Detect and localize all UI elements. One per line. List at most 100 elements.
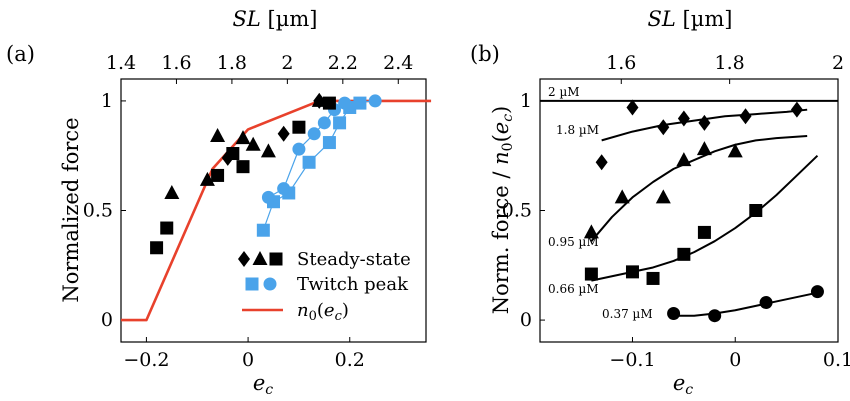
twitch-peak-point bbox=[261, 190, 275, 204]
concentration-point bbox=[759, 296, 773, 310]
curve-label: 0.66 µM bbox=[548, 282, 599, 296]
legend-blue-square-marker bbox=[245, 277, 259, 291]
svg-text:ec: ec bbox=[253, 371, 273, 398]
twitch-peak-point bbox=[333, 116, 347, 130]
panel-a-x-tick-label: 0.2 bbox=[335, 349, 365, 371]
steady-state-point bbox=[245, 136, 261, 151]
legend-triangle-marker bbox=[252, 251, 268, 265]
legend-n0-label: n0(ec) bbox=[297, 300, 349, 324]
panel-b-top-axis-title: SL [µm] bbox=[648, 7, 733, 31]
concentration-point bbox=[655, 189, 671, 204]
concentration-point bbox=[739, 108, 752, 125]
concentration-point bbox=[646, 271, 660, 285]
concentration-point bbox=[749, 204, 763, 217]
steady-state-point bbox=[210, 127, 226, 142]
concentration-point bbox=[810, 285, 824, 299]
concentration-point bbox=[708, 309, 722, 323]
panel-b: (b) SL [µm] ec Norm. force / n0(ec) −0.1… bbox=[470, 7, 850, 398]
panel-a-top-tick-label: 1.8 bbox=[217, 52, 247, 74]
panel-a-top-tick-label: 2.2 bbox=[328, 52, 358, 74]
twitch-peak-point bbox=[322, 136, 336, 150]
twitch-peak-point bbox=[368, 94, 382, 108]
steady-state-point bbox=[211, 168, 225, 182]
panel-a-label: (a) bbox=[6, 42, 35, 66]
concentration-point bbox=[657, 119, 670, 136]
concentration-point bbox=[698, 114, 711, 131]
panel-a-y-axis-title: Normalized force bbox=[59, 117, 83, 302]
panel-a-top-tick-label: 2.4 bbox=[383, 52, 413, 74]
concentration-point bbox=[584, 267, 598, 281]
svg-text:Norm. force / n0(ec): Norm. force / n0(ec) bbox=[489, 106, 516, 315]
panel-b-x-tick-label: −0.1 bbox=[609, 349, 655, 371]
twitch-peak-point bbox=[302, 155, 316, 169]
panel-b-y-tick-label: 0 bbox=[520, 309, 532, 331]
panel-b-y-tick-label: 1 bbox=[520, 90, 532, 112]
concentration-point bbox=[676, 152, 692, 167]
steady-state-point bbox=[199, 171, 215, 186]
panel-a-top-tick-label: 1.4 bbox=[106, 52, 136, 74]
fit-curve bbox=[591, 154, 819, 282]
panel-a-y-tick-label: 1 bbox=[101, 90, 113, 112]
panel-a-top-axis-title: SL [µm] bbox=[233, 7, 318, 31]
panel-a-x-tick-label: −0.2 bbox=[123, 349, 169, 371]
svg-text:ec: ec bbox=[673, 371, 693, 398]
panel-b-top-tick-label: 1.8 bbox=[715, 52, 745, 74]
panel-a-x-axis-title: ec bbox=[253, 371, 273, 398]
steady-state-point bbox=[164, 184, 180, 199]
fit-curve bbox=[590, 134, 808, 242]
concentration-point bbox=[583, 224, 599, 239]
panel-b-y-tick-label: 0.5 bbox=[502, 200, 532, 222]
steady-state-point bbox=[226, 147, 240, 161]
steady-state-point bbox=[236, 160, 250, 174]
concentration-point bbox=[626, 99, 639, 116]
panel-b-top-tick-label: 2 bbox=[832, 52, 844, 74]
concentration-point bbox=[614, 189, 630, 204]
fit-curve bbox=[601, 108, 808, 142]
panel-b-top-tick-label: 1.6 bbox=[606, 52, 636, 74]
panel-b-x-tick-label: 0.1 bbox=[823, 349, 850, 371]
concentration-point bbox=[727, 143, 743, 158]
legend-blue-circle-marker bbox=[263, 277, 277, 291]
concentration-point bbox=[677, 247, 691, 261]
svg-text:SL [µm]: SL [µm] bbox=[233, 7, 318, 31]
twitch-peak-point bbox=[277, 182, 291, 196]
concentration-point bbox=[667, 307, 681, 321]
legend-twitch-peak-label: Twitch peak bbox=[297, 274, 409, 295]
steady-state-point bbox=[150, 241, 164, 255]
panel-a-y-tick-label: 0.5 bbox=[83, 200, 113, 222]
panel-a-top-tick-label: 2 bbox=[281, 52, 293, 74]
steady-state-point bbox=[322, 96, 336, 110]
fit-curve bbox=[673, 291, 818, 317]
panel-a: (a) SL [µm] ec Normalized force −0.2 0 0.2… bbox=[6, 7, 432, 398]
curve-label: 0.95 µM bbox=[548, 235, 599, 249]
twitch-peak-point bbox=[292, 142, 306, 156]
twitch-peak-point bbox=[256, 223, 270, 237]
concentration-point bbox=[696, 141, 712, 156]
twitch-peak-point bbox=[353, 96, 367, 110]
svg-text:SL [µm]: SL [µm] bbox=[648, 7, 733, 31]
twitch-peak-point bbox=[338, 96, 352, 110]
panel-b-label: (b) bbox=[470, 42, 500, 66]
steady-state-point bbox=[160, 221, 174, 235]
curve-label: 1.8 µM bbox=[556, 123, 599, 137]
steady-state-point bbox=[277, 125, 290, 142]
legend-square-marker bbox=[269, 252, 283, 266]
concentration-point bbox=[697, 225, 711, 239]
steady-state-point bbox=[235, 130, 251, 145]
panel-b-x-axis-title: ec bbox=[673, 371, 693, 398]
panel-b-y-axis-title: Norm. force / n0(ec) bbox=[489, 106, 516, 315]
curve-label: 0.37 µM bbox=[602, 307, 653, 321]
concentration-point bbox=[677, 110, 690, 127]
legend-diamond-marker bbox=[238, 251, 250, 267]
steady-state-point bbox=[292, 120, 306, 134]
twitch-peak-point bbox=[317, 116, 331, 130]
panel-a-legend: Steady-state Twitch peak n0(ec) bbox=[238, 249, 411, 324]
twitch-peak-point bbox=[307, 127, 321, 141]
panel-a-y-tick-label: 0 bbox=[101, 309, 113, 331]
curve-label: 2 µM bbox=[548, 85, 580, 99]
panel-b-x-tick-label: 0 bbox=[729, 349, 741, 371]
concentration-point bbox=[595, 154, 608, 171]
concentration-point bbox=[790, 101, 803, 118]
steady-state-point bbox=[260, 143, 276, 158]
